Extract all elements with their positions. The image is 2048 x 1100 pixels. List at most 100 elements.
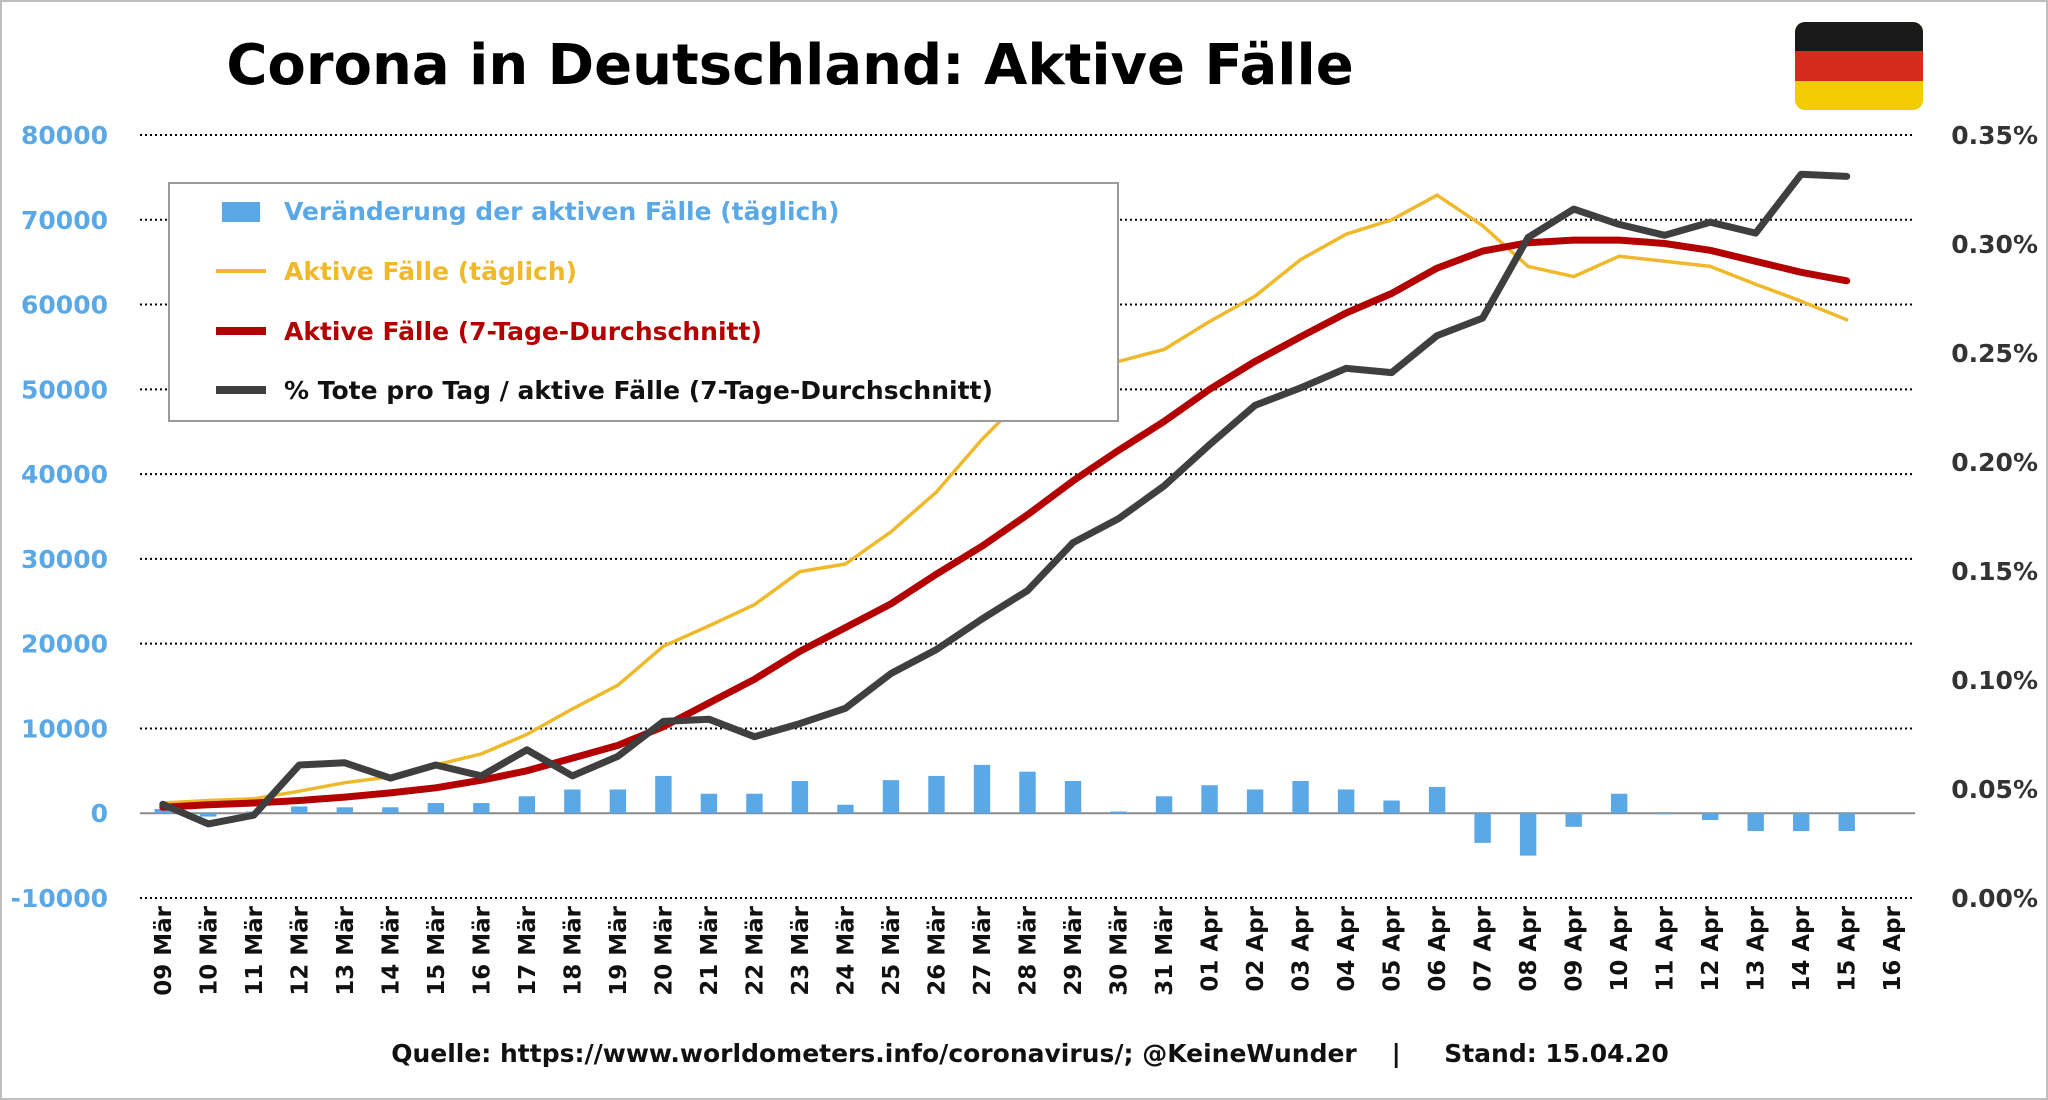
- x-tick-label: 10 Apr: [1607, 905, 1633, 991]
- x-tick-label: 13 Apr: [1744, 905, 1770, 991]
- bar: [382, 807, 399, 814]
- y-right-tick-label: 0.25%: [1951, 339, 2038, 368]
- bar: [1474, 813, 1491, 843]
- bar: [1747, 813, 1764, 832]
- bar: [473, 803, 490, 814]
- bar: [1656, 813, 1673, 815]
- x-tick-label: 12 Apr: [1698, 905, 1724, 991]
- y-right-tick-label: 0.05%: [1951, 775, 2038, 804]
- y-right-tick-label: 0.10%: [1951, 666, 2038, 695]
- x-tick-label: 09 Mär: [151, 905, 177, 995]
- x-tick-label: 04 Apr: [1334, 905, 1360, 991]
- bar: [564, 789, 581, 814]
- x-axis: 09 Mär 10 Mär 11 Mär 12 Mär 13 Mär 14 Mär 15 M…: [151, 905, 1906, 995]
- flag-stripe-red: [1795, 51, 1923, 81]
- bar-series: [154, 764, 1855, 856]
- bar: [1337, 789, 1355, 814]
- bar: [1519, 813, 1537, 856]
- x-tick-label: 10 Mär: [196, 905, 222, 995]
- bar: [1155, 796, 1173, 814]
- x-tick-label: 23 Mär: [788, 905, 814, 995]
- bar: [1610, 793, 1628, 814]
- x-tick-label: 07 Apr: [1471, 905, 1497, 991]
- x-tick-label: 25 Mär: [879, 905, 905, 995]
- x-tick-label: 06 Apr: [1425, 905, 1451, 991]
- bar: [1793, 813, 1810, 832]
- x-tick-label: 18 Mär: [560, 905, 586, 995]
- x-tick-label: 14 Apr: [1789, 905, 1815, 991]
- x-tick-label: 03 Apr: [1289, 905, 1315, 991]
- flag-stripe-black: [1795, 22, 1923, 51]
- x-tick-label: 14 Mär: [378, 905, 404, 995]
- legend-box: [168, 182, 1119, 422]
- x-tick-label: 16 Apr: [1880, 905, 1906, 991]
- y-right-tick-label: 0.35%: [1951, 121, 2038, 150]
- x-tick-label: 15 Mär: [424, 905, 450, 995]
- x-tick-label: 01 Apr: [1198, 905, 1224, 991]
- bar: [1064, 781, 1082, 814]
- y-axis-right: 0.00% 0.05% 0.10% 0.15% 0.20% 0.25% 0.30% 0.35%: [1951, 121, 2038, 913]
- x-tick-label: 12 Mär: [287, 905, 313, 995]
- x-tick-label: 19 Mär: [606, 905, 632, 995]
- y-right-tick-label: 0.15%: [1951, 557, 2038, 586]
- y-left-tick-label: -10000: [11, 884, 108, 913]
- y-left-tick-label: 30000: [21, 545, 108, 574]
- bar: [1292, 781, 1309, 814]
- y-right-tick-label: 0.20%: [1951, 448, 2038, 477]
- y-axis-left: -10000 0 10000 20000 30000 40000 50000 60000 700…: [11, 121, 108, 913]
- x-tick-label: 27 Mär: [970, 905, 996, 995]
- bar: [700, 793, 718, 814]
- x-tick-label: 26 Mär: [924, 905, 950, 995]
- y-left-tick-label: 40000: [21, 460, 108, 489]
- y-right-tick-label: 0.30%: [1951, 230, 2038, 259]
- x-tick-label: 15 Apr: [1835, 905, 1861, 991]
- bar: [427, 803, 445, 814]
- y-left-tick-label: 0: [91, 799, 108, 828]
- x-tick-label: 08 Apr: [1516, 905, 1542, 991]
- series-line-2: [159, 236, 1851, 811]
- chart-title: Corona in Deutschland: Aktive Fälle: [226, 33, 1353, 98]
- y-left-tick-label: 20000: [21, 630, 108, 659]
- source-note: Quelle: https://www.worldometers.info/co…: [391, 1039, 1669, 1068]
- bar: [518, 796, 536, 814]
- bar: [154, 808, 171, 814]
- bar: [336, 807, 353, 814]
- x-tick-label: 02 Apr: [1243, 905, 1269, 991]
- legend: Veränderung der aktiven Fälle (täglich) …: [168, 182, 1119, 422]
- bar: [791, 781, 809, 814]
- y-left-tick-label: 60000: [21, 291, 108, 320]
- x-tick-label: 29 Mär: [1061, 905, 1087, 995]
- y-left-tick-label: 70000: [21, 206, 108, 235]
- bar: [200, 813, 217, 817]
- bar: [1246, 789, 1264, 814]
- y-left-tick-label: 10000: [21, 714, 108, 743]
- bar: [1019, 771, 1036, 814]
- bar: [746, 793, 763, 814]
- x-tick-label: 11 Apr: [1653, 905, 1679, 991]
- bar: [1428, 786, 1446, 814]
- x-tick-label: 21 Mär: [697, 905, 723, 995]
- y-left-tick-label: 80000: [21, 121, 108, 150]
- legend-swatch-bars: [222, 202, 260, 222]
- bar: [1383, 800, 1400, 814]
- legend-label-bars: Veränderung der aktiven Fälle (täglich): [284, 197, 840, 226]
- bar: [1838, 813, 1855, 832]
- bar: [882, 780, 900, 814]
- bar: [1110, 811, 1127, 814]
- x-tick-label: 31 Mär: [1152, 905, 1178, 995]
- bar: [837, 804, 854, 814]
- y-right-tick-label: 0.00%: [1951, 884, 2038, 913]
- legend-label-active-daily: Aktive Fälle (täglich): [284, 257, 577, 286]
- bar: [655, 775, 672, 814]
- x-tick-label: 16 Mär: [469, 905, 495, 995]
- x-tick-label: 09 Apr: [1562, 905, 1588, 991]
- x-tick-label: 05 Apr: [1380, 905, 1406, 991]
- bar: [928, 775, 945, 814]
- bar: [291, 806, 308, 814]
- x-tick-label: 30 Mär: [1107, 905, 1133, 995]
- germany-flag-icon: [1795, 22, 1923, 110]
- y-left-tick-label: 50000: [21, 375, 108, 404]
- x-tick-label: 13 Mär: [333, 905, 359, 995]
